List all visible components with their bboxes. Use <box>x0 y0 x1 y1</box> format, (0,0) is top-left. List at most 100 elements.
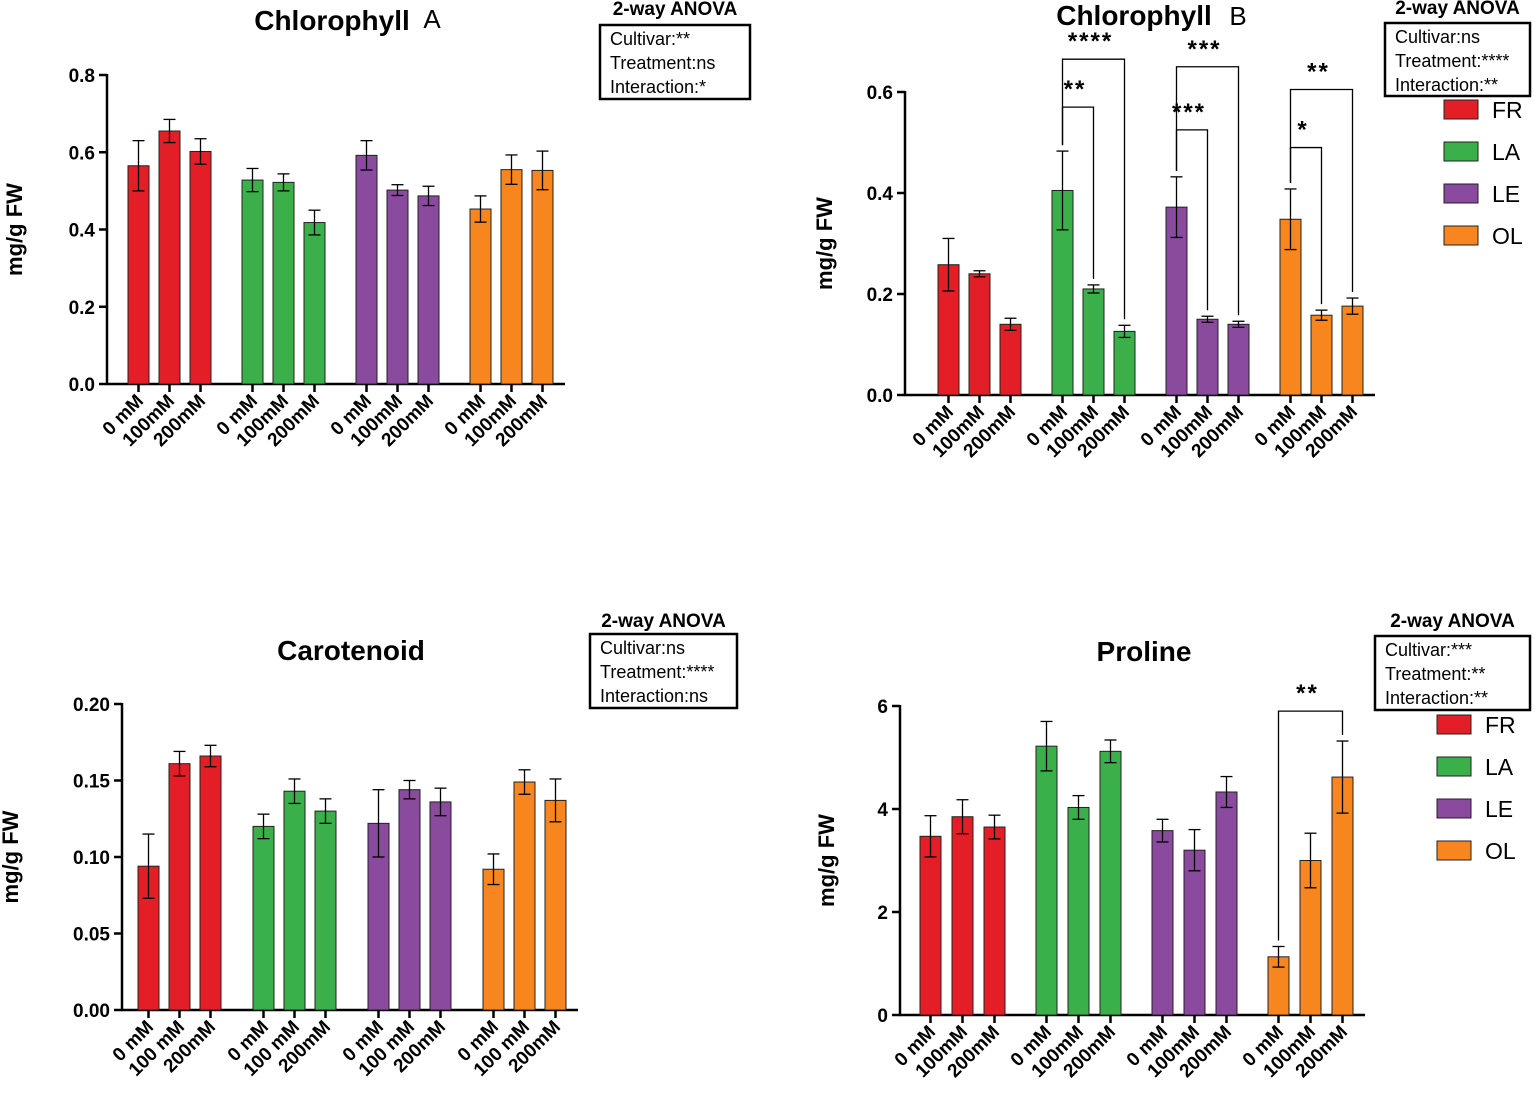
bar-ol-2 <box>1341 305 1364 396</box>
anova-heading: 2-way ANOVA <box>1395 0 1520 19</box>
legend-swatch-la <box>1436 756 1472 777</box>
anova-line: Treatment:**** <box>1395 51 1509 71</box>
significance-bracket <box>1175 66 1240 316</box>
anova-frame <box>588 632 739 710</box>
anova-line: Treatment:** <box>1385 664 1485 684</box>
anova-line: Cultivar:** <box>610 29 690 49</box>
bar-la-2 <box>303 222 326 385</box>
y-tick-label: 0.10 <box>73 848 110 869</box>
y-tick-label: 0.0 <box>69 375 95 396</box>
anova-box: 2-way ANOVA Cultivar:ns Treatment:**** Inte… <box>1383 0 1532 98</box>
y-tick-label: 0.15 <box>73 772 110 793</box>
legend-swatch-fr <box>1436 714 1472 735</box>
anova-line: Cultivar:ns <box>1395 27 1480 47</box>
anova-frame <box>1383 21 1532 98</box>
anova-box: 2-way ANOVA Cultivar:** Treatment:ns Intera… <box>598 0 752 101</box>
y-tick-label: 2 <box>877 903 888 924</box>
y-tick-label: 0.4 <box>867 184 894 205</box>
anova-line: Cultivar:ns <box>600 638 685 658</box>
bar-fr-1 <box>951 816 974 1016</box>
legend-swatch-le <box>1443 183 1479 204</box>
bar-ol-0 <box>469 208 492 385</box>
legend-swatch-ol <box>1443 225 1479 246</box>
anova-heading: 2-way ANOVA <box>1390 611 1515 632</box>
bar-le-1 <box>1183 849 1206 1016</box>
chart-title: Chlorophyll <box>1056 0 1212 31</box>
chart-title: Chlorophyll <box>254 5 410 36</box>
bar-ol-0 <box>482 868 505 1011</box>
bar-fr-2 <box>999 323 1022 396</box>
panel-b: Chlorophyll B0.00.20.40.6mg/g FW0 mM100mM… <box>812 0 1532 462</box>
bar-le-0 <box>1151 830 1174 1016</box>
bar-le-2 <box>1215 791 1238 1016</box>
y-tick-label: 0.4 <box>69 221 96 242</box>
significance-bracket <box>1061 58 1126 320</box>
y-tick-label: 0.2 <box>867 285 893 306</box>
bar-fr-2 <box>983 826 1006 1016</box>
y-tick-label: 0.0 <box>867 386 893 407</box>
y-tick-label: 0.2 <box>69 298 95 319</box>
significance-label: * <box>1297 117 1308 144</box>
bar-fr-1 <box>158 130 181 385</box>
significance-bracket <box>1289 88 1354 293</box>
legend: FR LA LE OL <box>1443 97 1523 249</box>
legend-label: LA <box>1492 139 1521 165</box>
bar-fr-1 <box>168 763 191 1011</box>
y-tick-label: 6 <box>877 697 888 718</box>
significance-label: *** <box>1172 99 1206 126</box>
bar-le-0 <box>355 154 378 385</box>
legend-label: LE <box>1492 181 1520 207</box>
anova-box: 2-way ANOVA Cultivar:*** Treatment:** Inter… <box>1373 611 1532 712</box>
y-axis-label: mg/g FW <box>2 183 27 276</box>
bar-la-2 <box>314 810 337 1011</box>
anova-heading: 2-way ANOVA <box>613 0 738 20</box>
y-tick-label: 0.8 <box>69 66 95 87</box>
bar-la-1 <box>1067 806 1090 1016</box>
anova-line: Interaction:** <box>1385 688 1488 708</box>
bar-fr-2 <box>199 755 222 1011</box>
y-axis-label: mg/g FW <box>814 814 839 907</box>
y-axis-label: mg/g FW <box>0 810 23 903</box>
significance-label: ** <box>1307 58 1330 85</box>
bar-le-2 <box>429 801 452 1011</box>
anova-line: Interaction:* <box>610 77 706 97</box>
bar-la-1 <box>1082 288 1105 396</box>
bar-la-0 <box>1035 745 1058 1016</box>
chart-title: Proline <box>1097 636 1192 667</box>
bar-fr-2 <box>189 150 212 385</box>
y-tick-label: 0.6 <box>69 143 95 164</box>
chart-title: Carotenoid <box>277 635 425 666</box>
bar-la-2 <box>1113 330 1136 396</box>
bar-le-2 <box>417 195 440 385</box>
bar-fr-0 <box>919 835 942 1016</box>
legend-label: OL <box>1492 223 1523 249</box>
bar-le-1 <box>1196 318 1219 396</box>
bar-ol-2 <box>531 169 554 385</box>
bar-la-2 <box>1099 750 1122 1016</box>
bar-ol-1 <box>500 169 523 385</box>
anova-box: 2-way ANOVA Cultivar:ns Treatment:**** Inte… <box>588 611 739 710</box>
legend-label: OL <box>1485 838 1516 864</box>
anova-line: Treatment:ns <box>610 53 715 73</box>
anova-frame <box>1373 634 1532 712</box>
y-tick-label: 0.20 <box>73 695 110 716</box>
significance-label: *** <box>1187 36 1221 63</box>
anova-heading: 2-way ANOVA <box>601 611 726 632</box>
significance-label: ** <box>1064 76 1087 103</box>
significance-bracket <box>1277 710 1344 941</box>
significance-label: **** <box>1068 28 1113 55</box>
bar-la-0 <box>252 825 275 1011</box>
bar-fr-0 <box>127 165 150 385</box>
anova-line: Cultivar:*** <box>1385 640 1472 660</box>
anova-frame <box>598 23 752 101</box>
bar-la-1 <box>283 790 306 1011</box>
y-tick-label: 4 <box>877 800 888 821</box>
y-tick-label: 0.00 <box>73 1001 110 1022</box>
legend-swatch-le <box>1436 798 1472 819</box>
panel-letter: A <box>423 4 441 34</box>
legend-label: LE <box>1485 796 1513 822</box>
anova-line: Interaction:ns <box>600 686 708 706</box>
y-axis-label: mg/g FW <box>812 197 837 290</box>
